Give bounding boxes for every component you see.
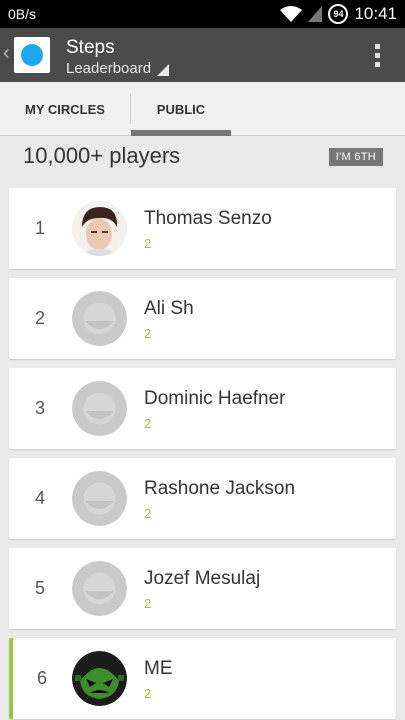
avatar [72, 471, 127, 526]
app-title: Steps [66, 37, 115, 58]
leaderboard-row[interactable]: 2 Ali Sh 2 [9, 278, 396, 359]
default-avatar-icon [72, 291, 127, 346]
rank-number: 4 [34, 488, 45, 508]
back-icon[interactable]: ‹ [3, 42, 10, 64]
default-avatar-icon [72, 471, 127, 526]
players-count: 10,000+ players [23, 143, 181, 168]
leaderboard-row[interactable]: 5 Jozef Mesulaj 2 [9, 548, 396, 629]
status-icons: 94 10:41 [280, 3, 397, 25]
rank-number: 1 [34, 218, 45, 238]
player-score: 2 [144, 506, 152, 521]
app-logo-icon [21, 44, 43, 66]
action-bar: ‹ Steps Leaderboard [0, 28, 405, 82]
avatar [72, 561, 127, 616]
leaderboard-row[interactable]: 1 Thomas Senzo 2 [9, 188, 396, 269]
player-score: 2 [144, 686, 152, 701]
app-icon[interactable] [14, 37, 50, 73]
default-avatar-icon [72, 561, 127, 616]
leaderboard-row-me[interactable]: 6 ME 2 [9, 638, 396, 719]
tab-public[interactable]: PUBLIC [156, 101, 206, 117]
tab-divider [130, 94, 131, 124]
avatar [72, 381, 127, 436]
avatar [72, 291, 127, 346]
tab-bar: MY CIRCLES PUBLIC [0, 82, 405, 136]
player-score: 2 [144, 596, 152, 611]
dropdown-caret-icon [157, 63, 170, 76]
rank-number: 6 [36, 668, 47, 688]
battery-icon: 94 [328, 4, 349, 24]
wifi-icon [280, 6, 303, 22]
player-score: 2 [144, 416, 152, 431]
player-name: Ali Sh [144, 298, 194, 319]
app-subtitle: Leaderboard [66, 60, 152, 77]
default-avatar-icon [72, 381, 127, 436]
game-avatar-icon [72, 651, 127, 706]
leaderboard-row[interactable]: 3 Dominic Haefner 2 [9, 368, 396, 449]
overflow-menu-icon[interactable] [375, 44, 381, 67]
player-score: 2 [144, 326, 152, 341]
avatar [72, 651, 127, 706]
my-rank-badge[interactable]: I'M 6TH [328, 148, 383, 166]
leaderboard-row[interactable]: 4 Rashone Jackson 2 [9, 458, 396, 539]
player-score: 2 [144, 236, 152, 251]
tab-selected-indicator [131, 130, 231, 136]
status-bar: 0B/s 94 10:41 [0, 0, 405, 28]
rank-number: 3 [34, 398, 45, 418]
rank-number: 5 [34, 578, 45, 598]
player-name: Jozef Mesulaj [144, 568, 261, 589]
photo-icon [72, 201, 127, 256]
player-name: Dominic Haefner [144, 388, 286, 409]
player-name: Rashone Jackson [144, 478, 296, 499]
data-rate: 0B/s [8, 6, 37, 22]
rank-number: 2 [34, 308, 45, 328]
signal-icon [308, 6, 323, 22]
tab-my-circles[interactable]: MY CIRCLES [25, 101, 105, 117]
leaderboard-selector[interactable]: Leaderboard [66, 60, 170, 77]
player-name: ME [144, 658, 173, 679]
avatar [72, 201, 127, 256]
clock: 10:41 [354, 4, 397, 23]
leaderboard-list: 1 Thomas Senzo 2 2 Ali Sh 2 3 [9, 188, 396, 720]
player-name: Thomas Senzo [144, 208, 272, 229]
